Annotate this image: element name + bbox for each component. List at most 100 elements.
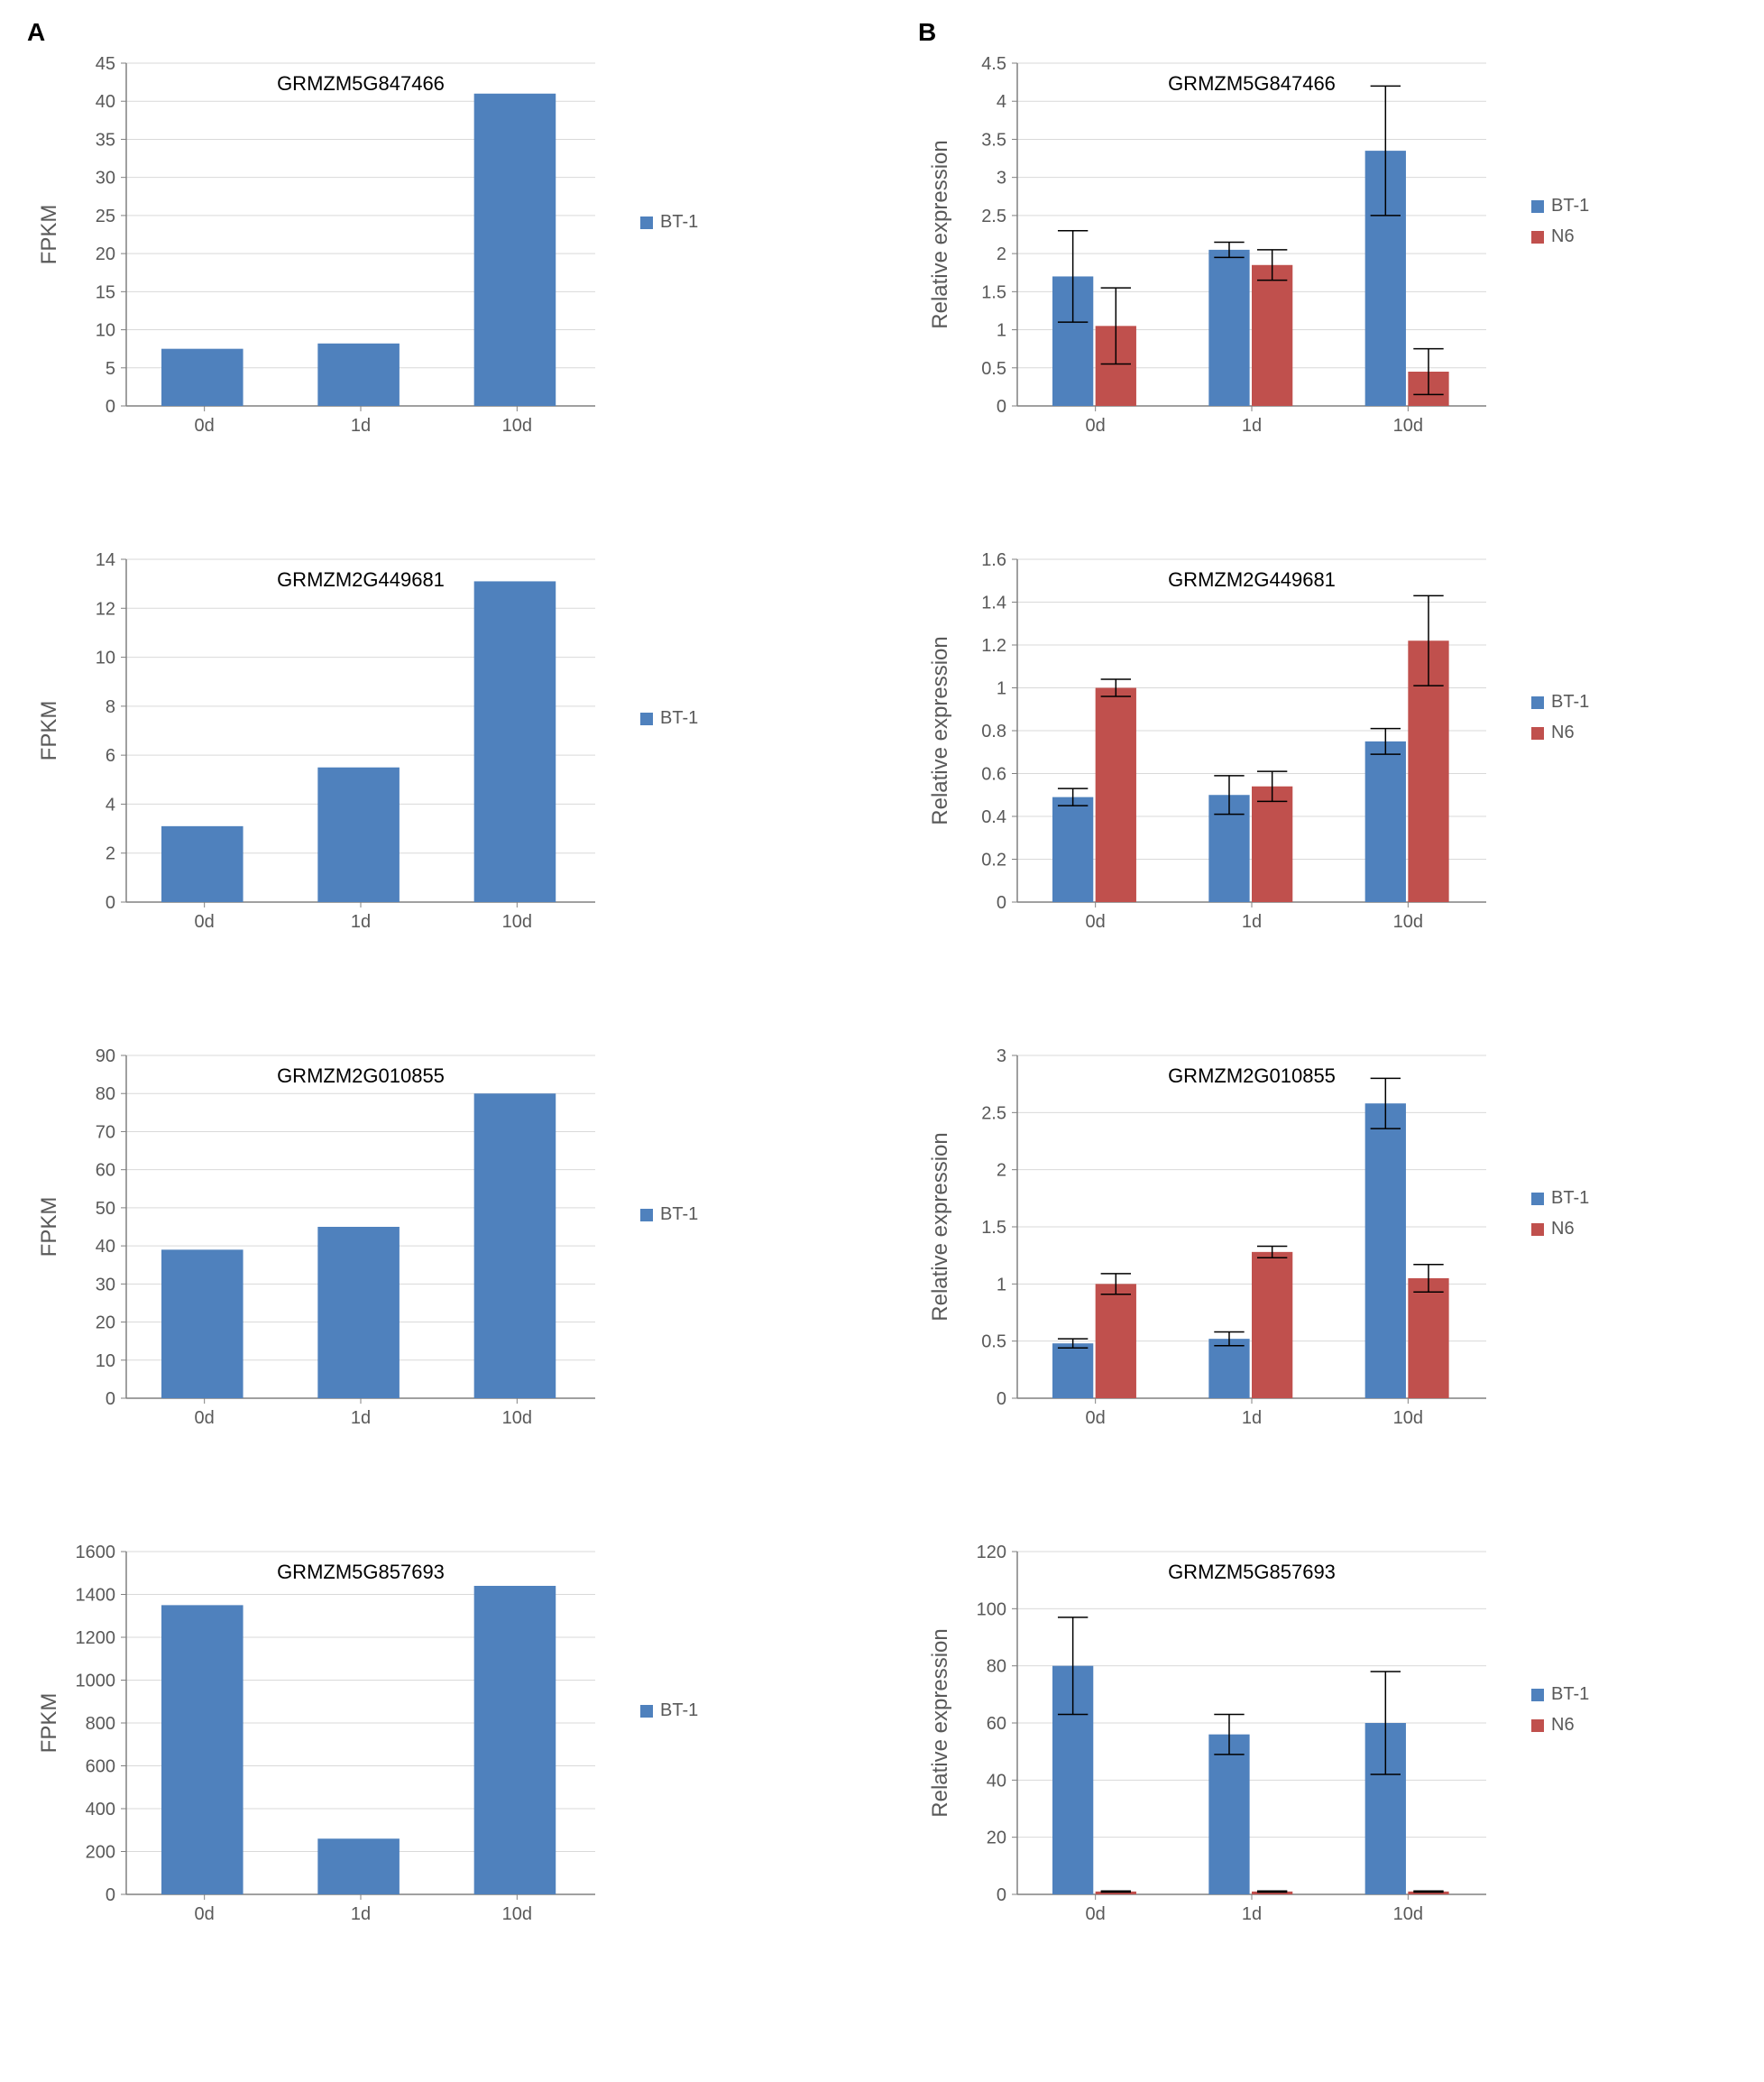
x-tick-label: 10d: [502, 1408, 532, 1428]
y-tick-label: 1: [997, 679, 1006, 699]
y-tick-label: 70: [96, 1122, 115, 1142]
y-tick-label: 40: [987, 1771, 1006, 1791]
legend-swatch: [1531, 1223, 1544, 1236]
y-tick-label: 0.8: [981, 722, 1006, 742]
y-tick-label: 4: [997, 92, 1006, 112]
y-tick-label: 20: [96, 244, 115, 264]
x-tick-label: 10d: [502, 416, 532, 436]
x-tick-label: 0d: [195, 1904, 215, 1924]
bar: [1096, 688, 1136, 903]
y-axis-label: FPKM: [37, 701, 61, 761]
y-tick-label: 10: [96, 1351, 115, 1371]
chart-cell: 01020304050607080900d1d10dGRMZM2G010855F…: [18, 1010, 855, 1461]
bar: [1252, 787, 1292, 902]
bar: [161, 349, 243, 406]
y-tick-label: 30: [96, 1275, 115, 1294]
chart-cell: 00.20.40.60.811.21.41.60d1d10dGRMZM2G449…: [909, 514, 1746, 965]
y-tick-label: 0: [106, 397, 115, 417]
y-axis-label: Relative expression: [928, 140, 952, 328]
bar: [317, 1227, 400, 1398]
legend-label: BT-1: [1551, 1188, 1589, 1208]
y-tick-label: 15: [96, 282, 115, 302]
legend-swatch: [640, 1209, 653, 1221]
y-tick-label: 1400: [76, 1586, 116, 1606]
y-axis-label: FPKM: [37, 205, 61, 265]
bar: [1208, 250, 1249, 406]
y-tick-label: 0: [997, 397, 1006, 417]
y-axis-label: Relative expression: [928, 1628, 952, 1817]
legend-label: BT-1: [1551, 196, 1589, 216]
bar: [317, 344, 400, 406]
y-tick-label: 50: [96, 1199, 115, 1219]
bar: [474, 1586, 556, 1894]
bar: [1252, 1252, 1292, 1398]
legend-swatch: [1531, 200, 1544, 213]
legend-swatch: [1531, 1689, 1544, 1701]
x-tick-label: 10d: [1393, 912, 1423, 932]
legend-label: BT-1: [1551, 1684, 1589, 1704]
panel-label-b: B: [918, 18, 936, 47]
y-tick-label: 600: [86, 1757, 115, 1777]
y-tick-label: 100: [977, 1599, 1006, 1619]
y-tick-label: 2.5: [981, 207, 1006, 226]
bar: [1052, 1343, 1093, 1398]
chart: 0510152025303540450d1d10dGRMZM5G847466FP…: [18, 18, 830, 469]
y-tick-label: 0.2: [981, 851, 1006, 871]
legend-label: N6: [1551, 1715, 1575, 1735]
chart-title: GRMZM2G449681: [1168, 568, 1336, 591]
chart-cell: B00.511.522.533.544.50d1d10dGRMZM5G84746…: [909, 18, 1746, 469]
y-tick-label: 1600: [76, 1543, 116, 1562]
bar: [474, 581, 556, 902]
y-tick-label: 35: [96, 130, 115, 150]
chart: 00.20.40.60.811.21.41.60d1d10dGRMZM2G449…: [909, 514, 1721, 965]
x-tick-label: 0d: [1086, 912, 1106, 932]
y-axis-label: FPKM: [37, 1693, 61, 1754]
y-tick-label: 8: [106, 697, 115, 717]
bar: [161, 826, 243, 902]
bar: [1365, 1103, 1406, 1398]
chart: 00.511.522.530d1d10dGRMZM2G010855Relativ…: [909, 1010, 1721, 1461]
y-tick-label: 2: [997, 244, 1006, 264]
chart-title: GRMZM5G847466: [1168, 72, 1336, 95]
chart: 00.511.522.533.544.50d1d10dGRMZM5G847466…: [909, 18, 1721, 469]
y-tick-label: 2.5: [981, 1103, 1006, 1123]
y-tick-label: 0: [997, 893, 1006, 913]
y-tick-label: 1: [997, 321, 1006, 341]
y-tick-label: 2: [106, 844, 115, 864]
legend-label: BT-1: [660, 1204, 698, 1224]
y-tick-label: 80: [987, 1657, 1006, 1677]
y-tick-label: 80: [96, 1084, 115, 1104]
y-tick-label: 4: [106, 795, 115, 815]
y-tick-label: 0.6: [981, 765, 1006, 785]
y-tick-label: 0: [106, 1389, 115, 1409]
x-tick-label: 0d: [1086, 1408, 1106, 1428]
y-tick-label: 800: [86, 1714, 115, 1734]
bar: [1408, 1278, 1448, 1398]
chart-title: GRMZM5G857693: [277, 1561, 445, 1583]
y-tick-label: 1200: [76, 1628, 116, 1648]
bar: [1208, 1735, 1249, 1894]
y-tick-label: 0.5: [981, 359, 1006, 379]
legend-label: N6: [1551, 1219, 1575, 1239]
bar: [317, 768, 400, 902]
x-tick-label: 1d: [351, 912, 371, 932]
x-tick-label: 0d: [195, 912, 215, 932]
y-tick-label: 0.4: [981, 807, 1006, 827]
y-tick-label: 1.5: [981, 1218, 1006, 1238]
y-tick-label: 0.5: [981, 1332, 1006, 1352]
y-tick-label: 20: [987, 1829, 1006, 1848]
figure-grid: A0510152025303540450d1d10dGRMZM5G847466F…: [18, 18, 1746, 1958]
bar: [317, 1838, 400, 1894]
legend-swatch: [640, 216, 653, 229]
chart-title: GRMZM2G010855: [1168, 1064, 1336, 1087]
legend-swatch: [1531, 1193, 1544, 1205]
chart-cell: 024681012140d1d10dGRMZM2G449681FPKMBT-1: [18, 514, 855, 965]
chart: 01020304050607080900d1d10dGRMZM2G010855F…: [18, 1010, 830, 1461]
legend-label: BT-1: [660, 1700, 698, 1720]
y-tick-label: 10: [96, 649, 115, 668]
y-tick-label: 3: [997, 169, 1006, 189]
y-tick-label: 14: [96, 550, 115, 570]
y-tick-label: 2: [997, 1161, 1006, 1181]
bar: [1052, 797, 1093, 902]
y-tick-label: 60: [987, 1714, 1006, 1734]
